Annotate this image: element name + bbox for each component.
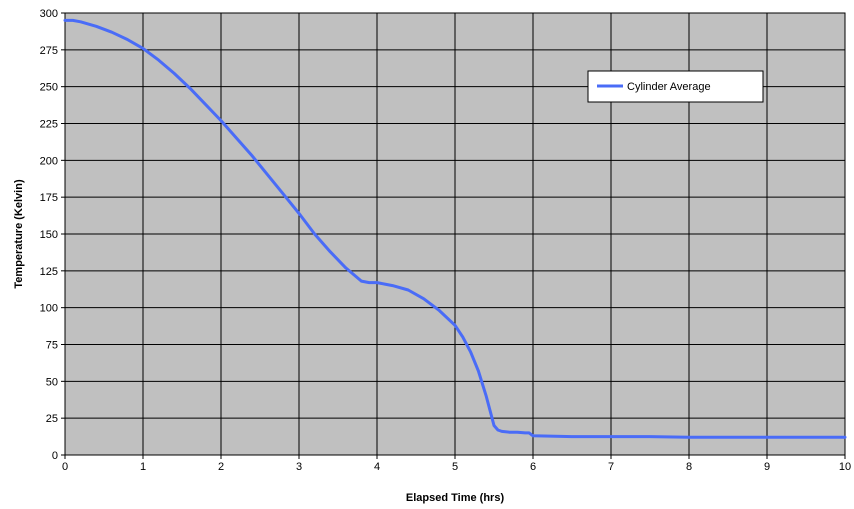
- y-tick-label: 0: [52, 450, 58, 462]
- x-tick-label: 2: [218, 461, 224, 473]
- x-tick-label: 5: [452, 461, 458, 473]
- y-tick-label: 225: [40, 119, 58, 131]
- x-tick-label: 7: [608, 461, 614, 473]
- legend-label: Cylinder Average: [627, 81, 711, 93]
- y-tick-label: 75: [46, 340, 58, 352]
- y-tick-label: 200: [40, 155, 58, 167]
- x-axis-ticks: 0 1 2 3 4 5 6 7 8 9 10: [62, 455, 851, 473]
- x-tick-label: 9: [764, 461, 770, 473]
- y-tick-label: 150: [40, 229, 58, 241]
- series-line-cylinder-average: [63, 18, 847, 439]
- x-tick-label: 3: [296, 461, 302, 473]
- x-tick-label: 1: [140, 461, 146, 473]
- y-tick-label: 25: [46, 413, 58, 425]
- y-tick-label: 125: [40, 266, 58, 278]
- y-tick-label: 300: [40, 8, 58, 20]
- y-axis-ticks: 0 25 50 75 100 125 150 175 200 225 250 275 300: [40, 8, 65, 462]
- x-axis-title: Elapsed Time (hrs): [406, 492, 505, 504]
- y-tick-label: 250: [40, 82, 58, 94]
- x-tick-label: 0: [62, 461, 68, 473]
- x-tick-label: 6: [530, 461, 536, 473]
- y-tick-label: 50: [46, 376, 58, 388]
- x-tick-label: 4: [374, 461, 380, 473]
- series-layer: [63, 18, 847, 439]
- y-axis-title: Temperature (Kelvin): [13, 179, 25, 289]
- x-tick-label: 8: [686, 461, 692, 473]
- y-tick-label: 175: [40, 192, 58, 204]
- x-tick-label: 10: [839, 461, 851, 473]
- legend: Cylinder Average: [587, 70, 764, 103]
- y-tick-label: 275: [40, 45, 58, 57]
- y-tick-label: 100: [40, 303, 58, 315]
